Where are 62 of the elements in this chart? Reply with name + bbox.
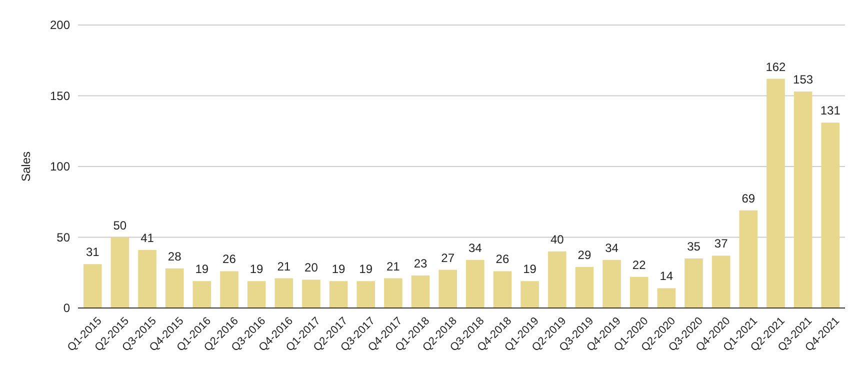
bar [466, 260, 484, 308]
bar [766, 78, 785, 308]
bar [493, 271, 512, 308]
bar [220, 271, 238, 308]
data-label: 27 [441, 250, 455, 265]
bar [684, 258, 703, 308]
data-label: 31 [86, 245, 100, 260]
data-label: 28 [168, 249, 182, 264]
data-label: 131 [820, 104, 841, 118]
data-label: 20 [304, 260, 318, 275]
data-label: 21 [386, 259, 400, 274]
data-label: 34 [468, 240, 482, 255]
data-label: 40 [550, 232, 564, 246]
bar [138, 250, 156, 308]
bar [329, 281, 348, 308]
data-label: 69 [742, 191, 756, 206]
bar [192, 281, 212, 308]
bar [384, 278, 402, 308]
bar [165, 268, 184, 308]
bar [520, 281, 539, 308]
data-label: 19 [523, 262, 537, 276]
y-tick-label: 200 [50, 18, 70, 32]
bar [630, 276, 648, 308]
bar [602, 260, 621, 308]
data-label: 21 [277, 259, 291, 274]
data-label: 14 [660, 269, 674, 284]
data-label: 35 [687, 239, 701, 254]
bar [794, 92, 812, 308]
bar [411, 275, 430, 308]
data-label: 26 [496, 252, 510, 266]
data-label: 26 [222, 252, 236, 266]
bar [356, 281, 376, 308]
data-label: 22 [632, 258, 646, 272]
bar [548, 251, 566, 308]
data-label: 19 [195, 262, 209, 276]
data-label: 162 [766, 60, 786, 74]
y-axis-title: Sales [19, 151, 33, 182]
bar [657, 288, 676, 308]
bar [821, 122, 840, 308]
data-label: 41 [140, 230, 154, 245]
y-tick-label: 100 [50, 160, 70, 174]
bar [302, 280, 320, 308]
data-label: 29 [578, 248, 592, 262]
bar [438, 270, 457, 308]
data-label: 23 [414, 256, 428, 270]
y-tick-label: 50 [56, 230, 70, 244]
bar [575, 266, 594, 308]
data-label: 19 [332, 262, 346, 276]
data-label: 153 [793, 72, 814, 87]
data-label: 37 [714, 236, 728, 251]
y-tick-label: 0 [63, 301, 70, 316]
bar [739, 210, 758, 308]
bar [247, 281, 266, 308]
data-label: 19 [359, 262, 373, 276]
bar [712, 256, 730, 308]
bar [274, 278, 294, 308]
data-label: 19 [250, 262, 264, 276]
bar [110, 237, 130, 308]
data-label: 34 [605, 240, 619, 255]
y-tick-label: 150 [50, 88, 70, 103]
data-label: 50 [113, 218, 127, 232]
bar [83, 264, 102, 308]
